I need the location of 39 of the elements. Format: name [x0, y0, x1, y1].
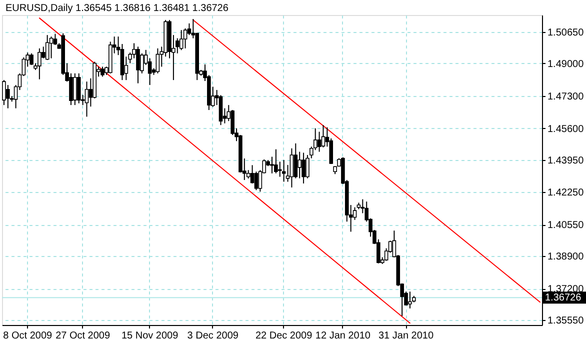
x-tick-label: 15 Nov 2009 — [121, 330, 179, 340]
y-tick-label: 1.43950 — [548, 155, 584, 166]
candlestick — [183, 28, 188, 49]
candlestick — [321, 124, 326, 148]
x-tick-label: 3 Dec 2009 — [187, 330, 239, 340]
candlestick — [278, 161, 282, 178]
candlestick — [156, 48, 160, 74]
candlestick — [73, 72, 77, 106]
ref-line-label: 1.36726 — [545, 292, 582, 304]
candlestick — [298, 151, 302, 179]
candlestick — [302, 152, 306, 184]
y-tick-label: 1.45600 — [548, 124, 584, 135]
candlestick — [179, 30, 184, 51]
candlestick — [6, 84, 10, 109]
y-tick-label: 1.42250 — [548, 188, 584, 199]
y-tick-label: 1.35550 — [548, 316, 584, 327]
candlestick — [282, 159, 286, 182]
candlestick — [100, 66, 104, 78]
y-tick-label: 1.50650 — [548, 27, 584, 38]
x-tick-label: 12 Jan 2010 — [315, 330, 371, 340]
candlestick — [274, 148, 278, 174]
chart-title: EURUSD,Daily 1.36545 1.36816 1.36481 1.36726 — [6, 3, 229, 14]
x-tick-label: 27 Oct 2009 — [56, 330, 110, 340]
candlestick — [49, 36, 54, 59]
candlestick — [38, 48, 42, 80]
candlestick — [76, 72, 81, 104]
y-tick-label: 1.38900 — [548, 252, 584, 263]
x-tick-label: 8 Oct 2009 — [3, 330, 53, 340]
y-tick-label: 1.47300 — [548, 91, 584, 102]
candlestick — [136, 46, 140, 84]
candlestick — [408, 291, 412, 309]
x-tick-label: 22 Dec 2009 — [255, 330, 313, 340]
y-tick-label: 1.49000 — [548, 58, 584, 70]
candlestick — [290, 148, 294, 188]
x-tick-label: 31 Jan 2010 — [378, 330, 434, 340]
candlestick — [84, 81, 89, 118]
y-tick-label: 1.40550 — [548, 220, 584, 232]
candlestick — [45, 34, 50, 61]
candlestick — [294, 142, 298, 179]
